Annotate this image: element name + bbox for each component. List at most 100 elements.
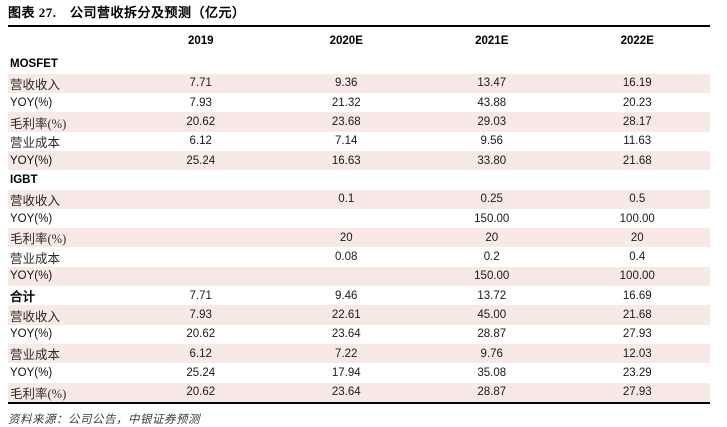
- value-cell: [565, 55, 711, 74]
- row-label: 营收收入: [10, 309, 61, 324]
- value-cell: 28.87: [477, 386, 507, 399]
- value-cell: 28.87: [477, 328, 507, 341]
- forecast-table: 2019 2020E 2021E 2022E MOSFET 营收收入 7.71 9.36 13…: [8, 27, 710, 402]
- value-cell: 6.12: [189, 135, 212, 148]
- table-row: 毛利率(%) 20 20 20: [8, 228, 710, 248]
- table-row: YOY(%) 150.00 100.00: [8, 209, 710, 228]
- row-label-column-header: [8, 27, 128, 55]
- column-header: 2022E: [620, 34, 654, 47]
- value-cell: 7.14: [335, 135, 358, 148]
- table-row: 营业成本 6.12 7.22 9.76 12.03: [8, 343, 710, 364]
- value-cell: 21.68: [622, 309, 652, 321]
- value-cell: 20.62: [186, 116, 216, 129]
- row-label: YOY(%): [10, 96, 53, 109]
- value-cell: 7.71: [189, 77, 212, 90]
- value-cell: 0.1: [338, 193, 355, 206]
- row-label: 营收收入: [10, 193, 61, 208]
- value-cell: 7.93: [189, 96, 212, 109]
- row-label: YOY(%): [10, 154, 53, 167]
- value-cell: [274, 170, 420, 189]
- value-cell: 21.32: [331, 96, 361, 109]
- value-cell: 27.93: [622, 386, 652, 399]
- value-cell: [274, 267, 420, 286]
- value-cell: 22.61: [331, 309, 361, 321]
- table-row: 营收收入 7.71 9.36 13.47 16.19: [8, 73, 710, 94]
- row-label: YOY(%): [10, 212, 53, 225]
- table-body: MOSFET 营收收入 7.71 9.36 13.47 16.19 YOY(%) 7.93 21…: [8, 55, 710, 402]
- column-header: 2021E: [475, 34, 509, 47]
- row-label: 营业成本: [10, 135, 61, 150]
- value-cell: [128, 267, 274, 286]
- value-cell: 23.68: [331, 116, 361, 129]
- value-cell: 13.47: [477, 77, 507, 90]
- value-cell: 16.19: [622, 77, 652, 90]
- value-cell: 6.12: [189, 347, 212, 360]
- value-cell: [128, 247, 274, 266]
- row-label: YOY(%): [10, 328, 53, 341]
- table-row: 毛利率(%) 20.62 23.68 29.03 28.17: [8, 112, 710, 132]
- value-cell: [274, 209, 420, 228]
- row-label: IGBT: [10, 173, 38, 186]
- value-cell: [128, 170, 274, 189]
- value-cell: 9.56: [480, 135, 503, 148]
- row-label: 营收收入: [10, 77, 61, 92]
- value-cell: 23.64: [331, 386, 361, 399]
- value-cell: [128, 228, 274, 247]
- value-cell: 0.5: [629, 193, 646, 206]
- value-cell: 100.00: [619, 270, 655, 283]
- value-cell: 28.17: [622, 116, 652, 129]
- bottom-rule: [8, 401, 710, 404]
- value-cell: 0.2: [483, 251, 500, 264]
- value-cell: 29.03: [477, 116, 507, 129]
- row-label: 毛利率(%): [10, 116, 67, 131]
- header-row: 2019 2020E 2021E 2022E: [8, 27, 710, 55]
- value-cell: 9.36: [335, 77, 358, 90]
- figure-container: 图表 27. 公司营收拆分及预测（亿元） 2019 2020E 2021E 2022E…: [8, 5, 710, 427]
- value-cell: [419, 170, 565, 189]
- section-row: IGBT: [8, 170, 710, 189]
- value-cell: 0.25: [480, 193, 503, 206]
- value-cell: 9.46: [335, 289, 358, 302]
- row-label: YOY(%): [10, 366, 53, 379]
- value-cell: 27.93: [622, 328, 652, 341]
- value-cell: [274, 55, 420, 74]
- value-cell: 7.93: [189, 309, 212, 321]
- table-row: YOY(%) 7.93 21.32 43.88 20.23: [8, 93, 710, 112]
- table-row: 毛利率(%) 20.62 23.64 28.87 27.93: [8, 382, 710, 402]
- table-row: 营收收入 7.93 22.61 45.00 21.68: [8, 305, 710, 325]
- value-cell: 16.69: [622, 289, 652, 302]
- value-cell: 11.63: [623, 135, 652, 148]
- table-row: YOY(%) 20.62 23.64 28.87 27.93: [8, 325, 710, 344]
- table-row: YOY(%) 150.00 100.00: [8, 266, 710, 287]
- value-cell: [419, 55, 565, 74]
- value-cell: 20.23: [622, 96, 652, 109]
- row-label: MOSFET: [10, 58, 58, 71]
- value-cell: 17.94: [331, 366, 361, 379]
- value-cell: 20: [485, 231, 499, 244]
- value-cell: 25.24: [186, 154, 216, 167]
- value-cell: [128, 190, 274, 209]
- value-cell: [128, 209, 274, 228]
- value-cell: [128, 55, 274, 74]
- value-cell: 23.29: [622, 366, 652, 379]
- value-cell: 33.80: [477, 154, 507, 167]
- table-row: YOY(%) 25.24 17.94 35.08 23.29: [8, 363, 710, 382]
- value-cell: 100.00: [619, 212, 655, 225]
- value-cell: 20.62: [186, 328, 216, 341]
- column-header: 2020E: [329, 34, 363, 47]
- value-cell: 7.22: [335, 347, 358, 360]
- section-row: 合计 7.71 9.46 13.72 16.69: [8, 286, 710, 305]
- value-cell: 20.62: [186, 386, 216, 399]
- value-cell: 150.00: [474, 212, 510, 225]
- table-row: 营收收入 0.1 0.25 0.5: [8, 189, 710, 209]
- row-label: 毛利率(%): [10, 232, 67, 247]
- row-label: YOY(%): [10, 270, 53, 283]
- source-note: 资料来源：公司公告，中银证券预测: [8, 413, 200, 426]
- value-cell: 16.63: [331, 154, 361, 167]
- row-label: 毛利率(%): [10, 386, 67, 401]
- value-cell: 0.4: [629, 251, 646, 264]
- value-cell: 13.72: [477, 289, 507, 302]
- table-row: YOY(%) 25.24 16.63 33.80 21.68: [8, 150, 710, 171]
- value-cell: 150.00: [474, 270, 510, 283]
- value-cell: 9.76: [480, 347, 503, 360]
